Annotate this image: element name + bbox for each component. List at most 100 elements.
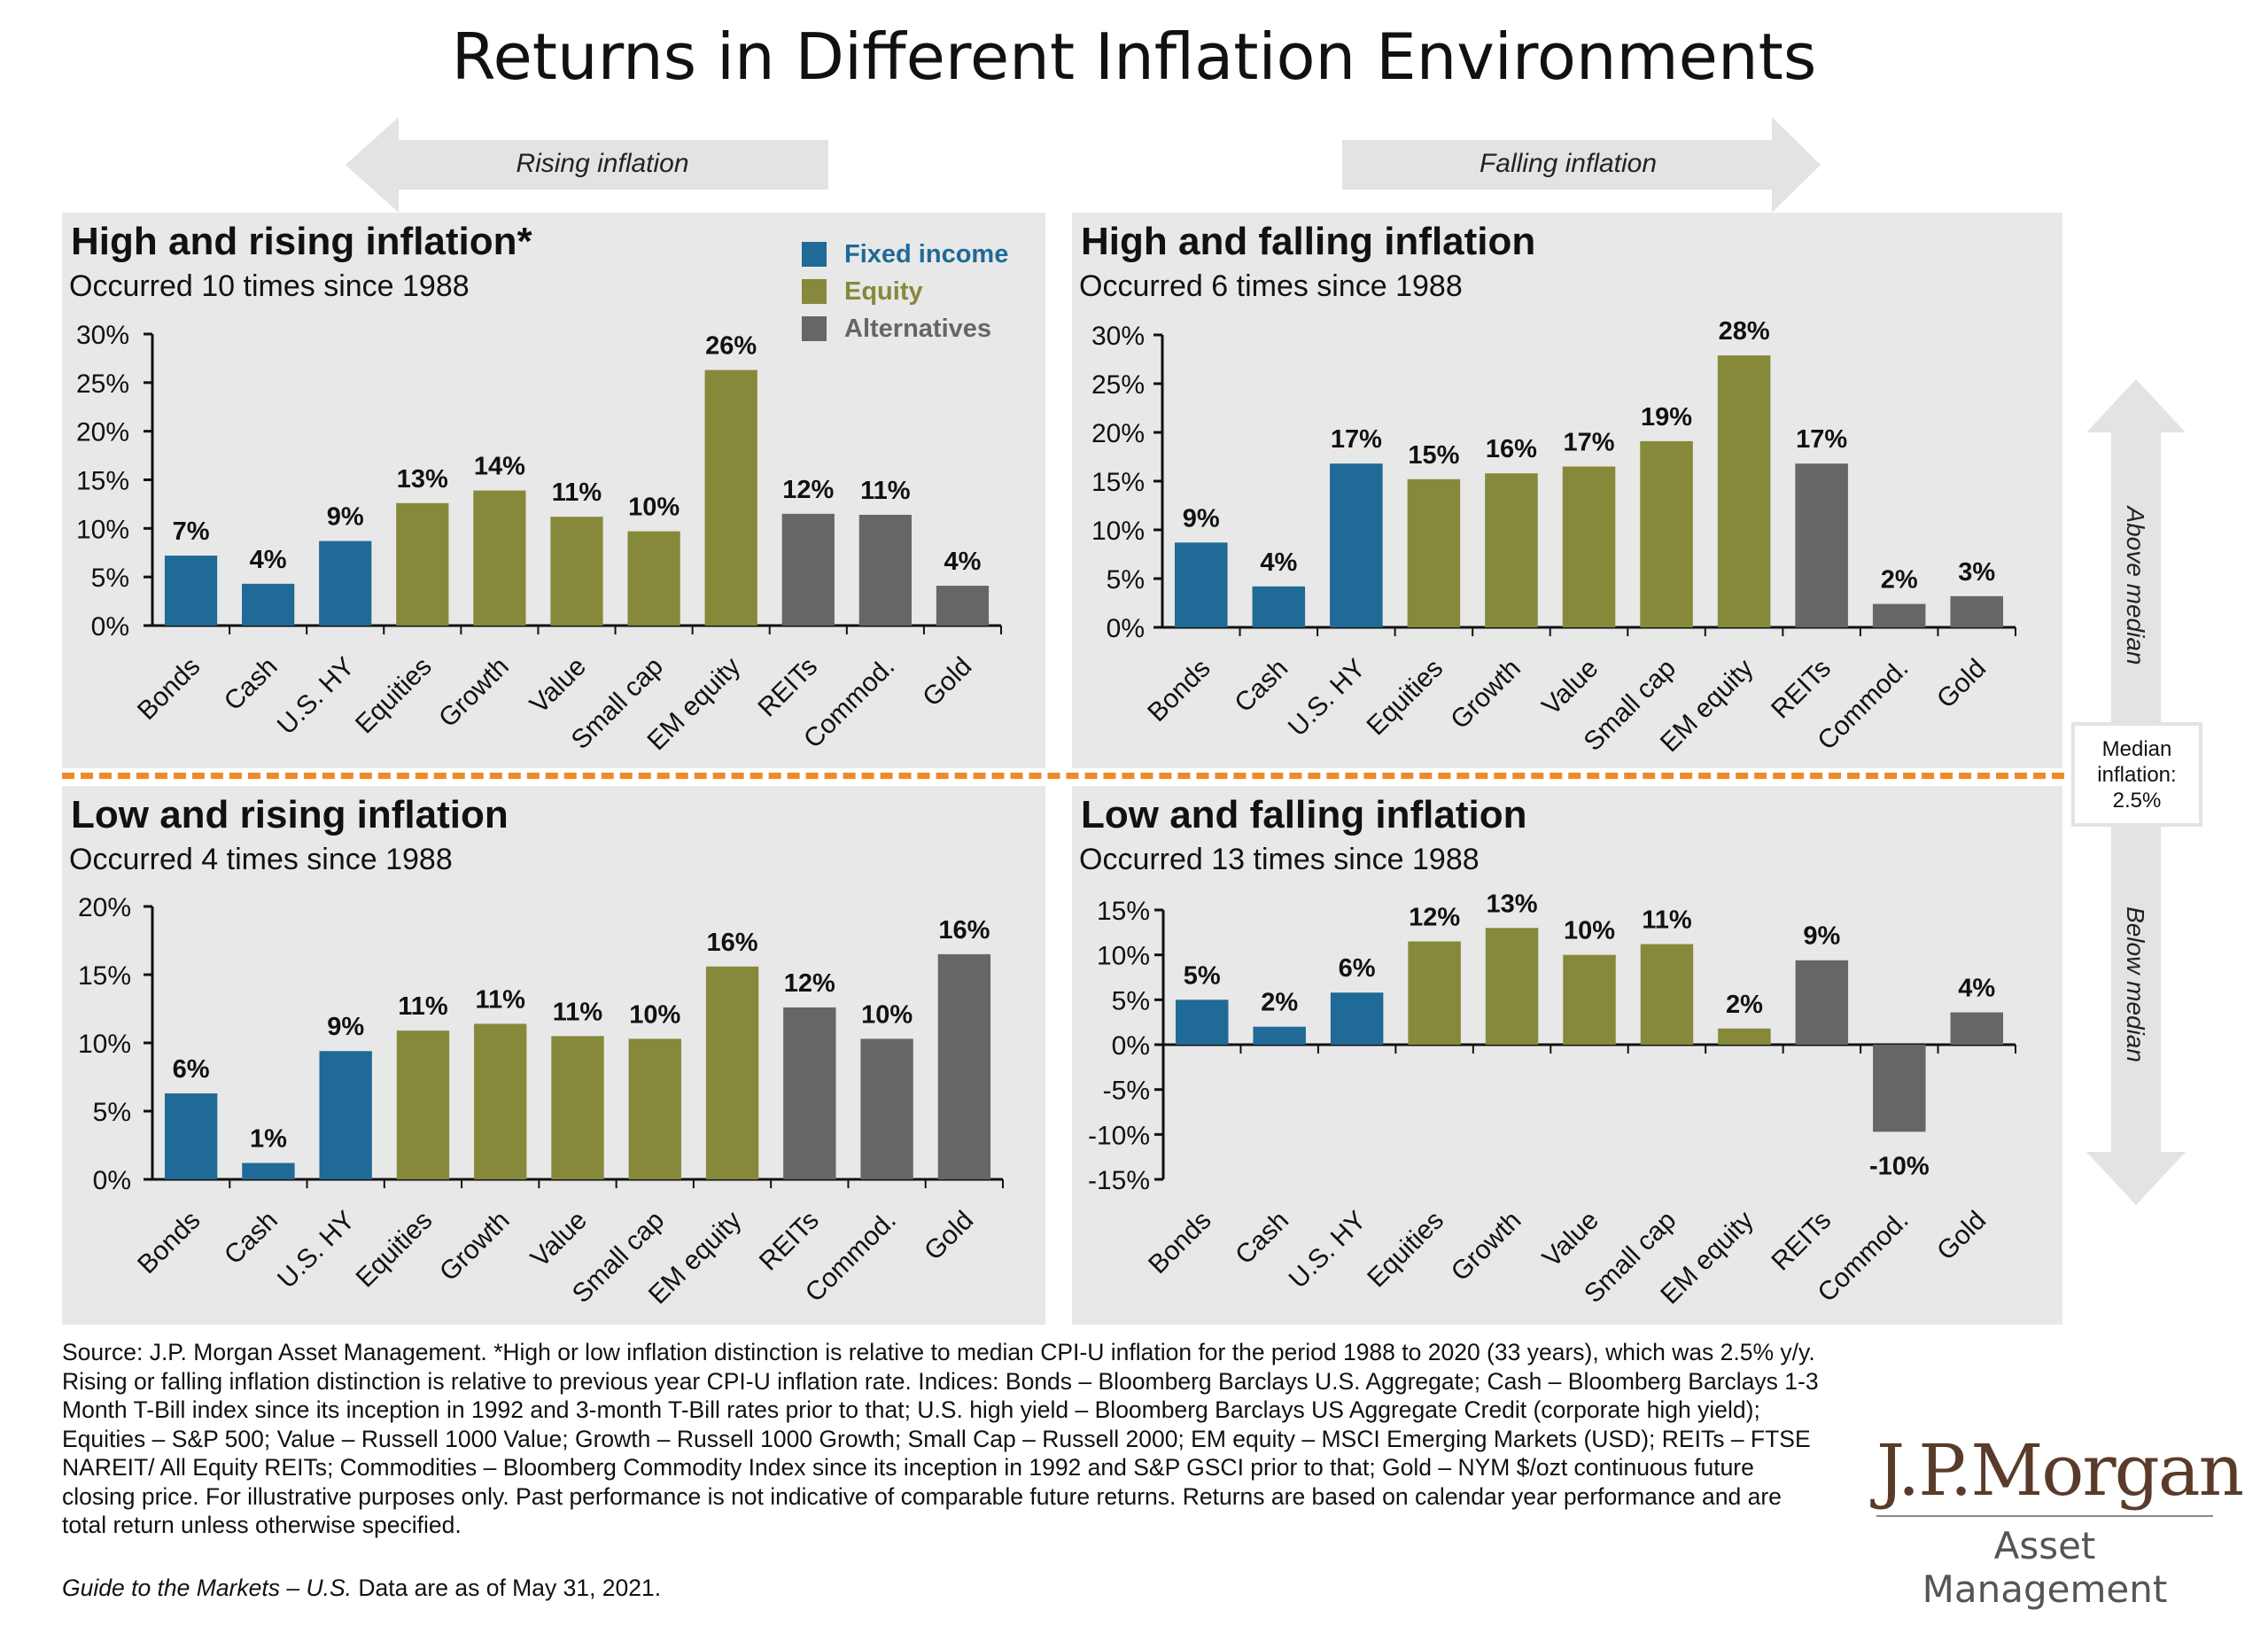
- y-tick-label: 10%: [1091, 517, 1145, 546]
- data-label: 15%: [1408, 441, 1459, 470]
- bar: [1717, 355, 1771, 627]
- data-label: 16%: [938, 916, 990, 945]
- data-label: 10%: [861, 1000, 913, 1029]
- median-inflation-box: Median inflation: 2.5%: [2071, 722, 2202, 827]
- legend-swatch: [802, 316, 827, 341]
- panel-title: High and falling inflation: [1081, 220, 1536, 263]
- data-label: 28%: [1719, 317, 1770, 346]
- bar: [473, 490, 526, 626]
- bar: [1950, 595, 2003, 627]
- below-median-arrow: [2086, 815, 2186, 1205]
- bar: [1640, 440, 1693, 627]
- bar: [1795, 463, 1848, 627]
- legend-item-alternatives: Alternatives: [802, 310, 1008, 347]
- bar: [1485, 928, 1539, 1045]
- data-label: 17%: [1563, 429, 1614, 457]
- y-tick-label: 10%: [76, 515, 129, 544]
- data-label: 4%: [944, 548, 981, 576]
- bar: [164, 1093, 218, 1179]
- above-median-label: Above median: [2122, 506, 2149, 665]
- above-median-arrow: [2086, 379, 2186, 734]
- category-label: REITs: [1766, 1206, 1837, 1277]
- data-label: 16%: [1486, 435, 1537, 463]
- bar: [627, 531, 680, 626]
- bar: [319, 1051, 372, 1179]
- median-divider-line: [62, 773, 2064, 779]
- footnote-text: Source: J.P. Morgan Asset Management. *H…: [62, 1339, 1819, 1538]
- category-label: Bonds: [1143, 1206, 1216, 1279]
- y-tick-label: 20%: [78, 893, 131, 922]
- data-label: 14%: [474, 453, 525, 481]
- data-label: 11%: [1642, 906, 1692, 935]
- panel-subtitle: Occurred 10 times since 1988: [69, 269, 470, 303]
- bar: [937, 953, 991, 1179]
- guide-line: Guide to the Markets – U.S. Data are as …: [62, 1575, 661, 1602]
- data-label: 2%: [1881, 566, 1918, 595]
- data-label: 10%: [629, 1000, 680, 1029]
- data-label: -10%: [1869, 1152, 1930, 1180]
- below-median-label: Below median: [2122, 906, 2149, 1062]
- y-tick-label: 5%: [1107, 565, 1145, 595]
- median-line-2: inflation:: [2097, 762, 2177, 787]
- y-tick-label: 0%: [1112, 1031, 1150, 1061]
- legend-swatch: [802, 279, 827, 304]
- legend-label: Alternatives: [844, 314, 992, 343]
- data-label: 11%: [398, 992, 448, 1021]
- data-label: 4%: [1260, 548, 1297, 577]
- data-label: 13%: [397, 465, 448, 494]
- category-label: Equities: [1362, 1206, 1449, 1294]
- category-label: Value: [1537, 1206, 1604, 1273]
- median-line-3: 2.5%: [2112, 788, 2162, 813]
- category-label: Gold: [1931, 1206, 1992, 1266]
- bar: [1330, 463, 1383, 627]
- data-label: 2%: [1261, 989, 1298, 1017]
- data-label: 10%: [628, 494, 680, 522]
- data-label: 4%: [1958, 975, 1995, 1003]
- data-label: 12%: [784, 969, 835, 998]
- up-arrow-icon: [2086, 379, 2186, 734]
- bar: [1640, 944, 1694, 1045]
- y-tick-label: -15%: [1088, 1166, 1150, 1195]
- bar: [705, 966, 759, 1179]
- bar: [1718, 1028, 1771, 1045]
- y-tick-label: -10%: [1088, 1121, 1150, 1150]
- y-tick-label: 30%: [1091, 322, 1145, 351]
- data-label: 13%: [1487, 890, 1538, 918]
- data-label: 11%: [553, 998, 603, 1026]
- down-arrow-icon: [2086, 815, 2186, 1205]
- bar: [474, 1023, 527, 1179]
- bar: [860, 1038, 913, 1179]
- right-arrow-icon: [1342, 117, 1821, 213]
- data-label: 12%: [782, 476, 834, 504]
- guide-date: Data are as of May 31, 2021.: [351, 1575, 662, 1601]
- data-label: 6%: [1339, 954, 1376, 983]
- bar: [783, 1007, 836, 1179]
- bar: [396, 502, 449, 626]
- legend-item-fixed-income: Fixed income: [802, 236, 1008, 273]
- bar: [1872, 603, 1926, 627]
- y-tick-label: 15%: [1091, 468, 1145, 497]
- bar: [551, 1036, 604, 1179]
- guide-title: Guide to the Markets – U.S.: [62, 1575, 352, 1601]
- bar: [1407, 478, 1461, 627]
- bar: [858, 514, 912, 626]
- data-label: 26%: [705, 332, 757, 361]
- y-tick-label: 0%: [91, 612, 129, 642]
- bar: [550, 517, 603, 626]
- y-tick-label: 15%: [78, 961, 131, 991]
- data-label: 11%: [552, 478, 602, 507]
- bar: [704, 369, 757, 626]
- y-tick-label: 15%: [76, 467, 129, 496]
- legend-label: Equity: [844, 276, 923, 306]
- bar: [1175, 999, 1229, 1045]
- panel-subtitle: Occurred 13 times since 1988: [1079, 843, 1480, 876]
- data-label: 17%: [1331, 425, 1382, 454]
- y-tick-label: 25%: [76, 369, 129, 399]
- data-label: 6%: [173, 1055, 210, 1084]
- data-label: 10%: [1564, 917, 1615, 945]
- logo-sub: Asset Management: [1876, 1515, 2213, 1611]
- rising-inflation-label: Rising inflation: [516, 149, 689, 178]
- y-tick-label: 10%: [78, 1030, 131, 1059]
- data-label: 7%: [173, 517, 210, 546]
